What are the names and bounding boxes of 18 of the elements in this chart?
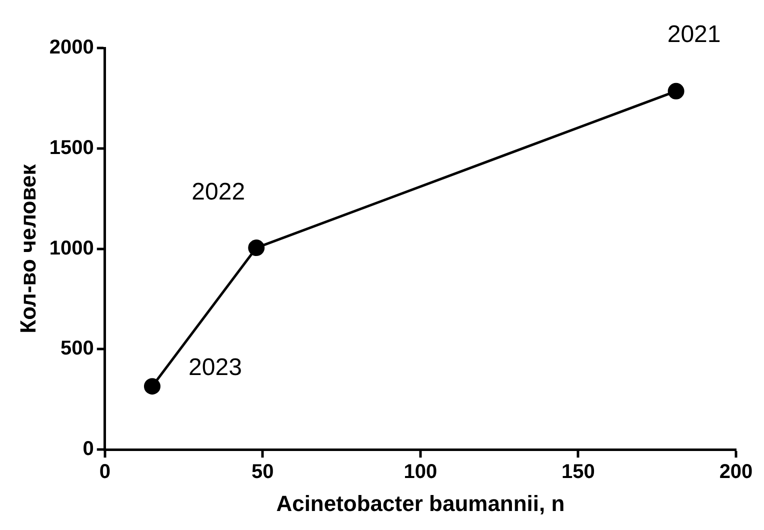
point: [248, 240, 265, 256]
x-tick-label: 150: [562, 461, 595, 484]
y-axis-title: Кол-во человек: [15, 163, 40, 334]
x-tick-label: 100: [404, 461, 438, 484]
y-tick-label: 1000: [49, 237, 94, 260]
point: [668, 82, 684, 100]
x-tick-label: 200: [719, 461, 753, 484]
annotation: 2021: [667, 20, 721, 48]
y-tick-label: 0: [82, 438, 94, 460]
x-tick-label: 50: [252, 461, 274, 484]
y-tick-label: 500: [60, 338, 94, 360]
point: [144, 378, 160, 395]
y-tick-label: 2000: [49, 36, 94, 59]
annotation: 2023: [188, 354, 242, 381]
x-axis-title: Acinetobacter baumannii, n: [276, 490, 565, 516]
annotation: 2022: [192, 178, 246, 206]
x-tick-label: 0: [99, 461, 110, 484]
y-tick-label: 1500: [49, 136, 94, 159]
